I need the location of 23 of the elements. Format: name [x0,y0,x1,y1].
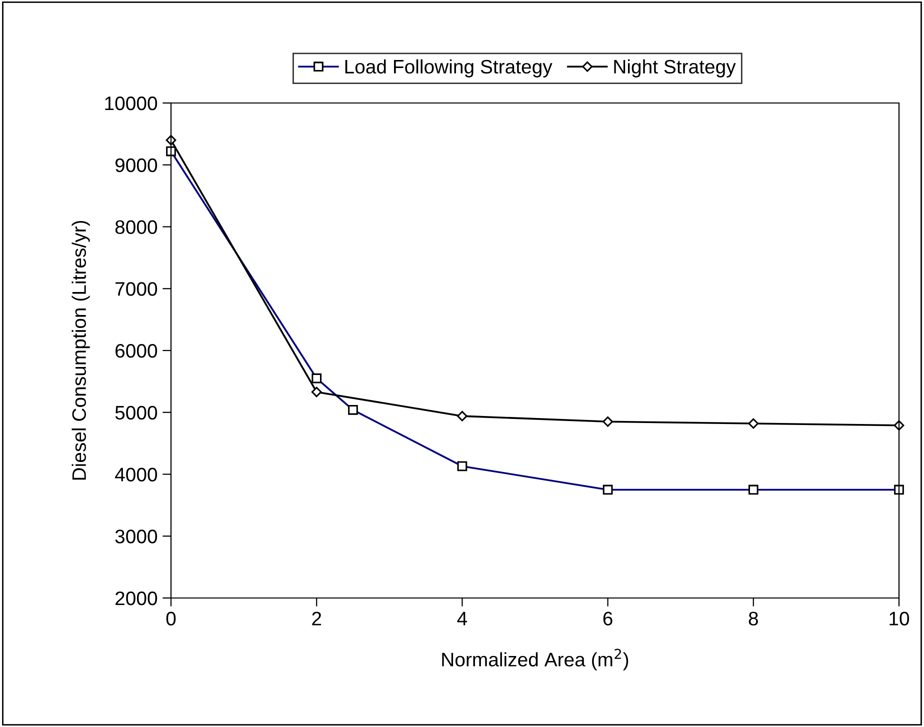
x-tick-label: 0 [166,612,176,626]
legend-label: Night Strategy [614,59,736,78]
x-tick-label: 4 [457,612,468,626]
point [311,386,322,398]
y-tick-label: 3000 [115,530,158,544]
y-tick-label: 4000 [115,468,158,482]
y-tick-label: 9000 [115,158,158,172]
y-tick-label: 2000 [116,591,158,606]
y-tick-label: 5000 [115,406,158,420]
x-axis-title: Normalized Area (m$^{2}$) [442,648,628,670]
x-tick-label: 8 [748,612,758,626]
x-tick-label: 10 [890,612,910,626]
point [602,416,613,427]
y-tick-label: 10000 [105,96,158,110]
y-tick-label: 7000 [116,282,158,296]
legend-label: Load Following Strategy [345,59,552,78]
point [457,410,468,422]
x-tick-label: 2 [312,612,322,626]
point [748,418,759,429]
y-tick-label: 8000 [115,220,158,234]
y-tick-label: 6000 [116,344,158,358]
y-axis-title: Diesel Consumption (Litres/yr) [72,220,90,480]
x-tick-label: 6 [603,612,612,626]
